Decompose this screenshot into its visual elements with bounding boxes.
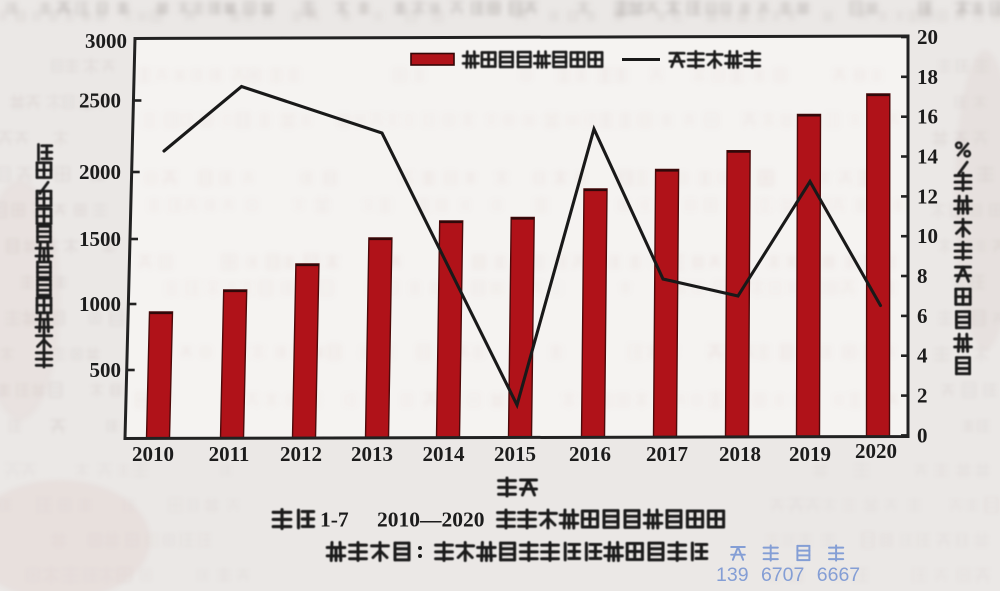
svg-text:3000: 3000 — [85, 29, 127, 53]
svg-text:2014: 2014 — [423, 442, 466, 466]
svg-text:2013: 2013 — [351, 442, 393, 466]
svg-text:2: 2 — [917, 384, 928, 408]
svg-text:2010: 2010 — [132, 442, 174, 466]
svg-text:10: 10 — [917, 224, 938, 248]
svg-text:2011: 2011 — [209, 442, 250, 466]
svg-text:1000: 1000 — [79, 292, 121, 316]
svg-text:2017: 2017 — [646, 442, 688, 466]
svg-text:2500: 2500 — [79, 89, 121, 113]
svg-text:18: 18 — [917, 65, 938, 89]
svg-text:1-7: 1-7 — [320, 508, 349, 532]
svg-text:139 6707 6667: 139 6707 6667 — [716, 564, 860, 586]
svg-text:2010—2020: 2010—2020 — [377, 508, 485, 532]
svg-text:16: 16 — [917, 105, 938, 129]
svg-text:2019: 2019 — [789, 442, 831, 466]
svg-text:12: 12 — [917, 184, 938, 208]
svg-text:2000: 2000 — [79, 160, 121, 184]
svg-text:2018: 2018 — [719, 442, 761, 466]
svg-text:6: 6 — [917, 304, 928, 328]
svg-text:1500: 1500 — [79, 227, 121, 251]
svg-text:4: 4 — [917, 344, 928, 368]
svg-text:2016: 2016 — [569, 442, 611, 466]
svg-text:2012: 2012 — [280, 442, 322, 466]
svg-text:8: 8 — [917, 264, 928, 288]
svg-text:2015: 2015 — [494, 442, 536, 466]
svg-text:0: 0 — [917, 423, 928, 447]
svg-text:14: 14 — [917, 145, 939, 169]
svg-text:20: 20 — [917, 25, 938, 49]
svg-text:2020: 2020 — [855, 439, 897, 463]
svg-text:500: 500 — [90, 358, 122, 382]
